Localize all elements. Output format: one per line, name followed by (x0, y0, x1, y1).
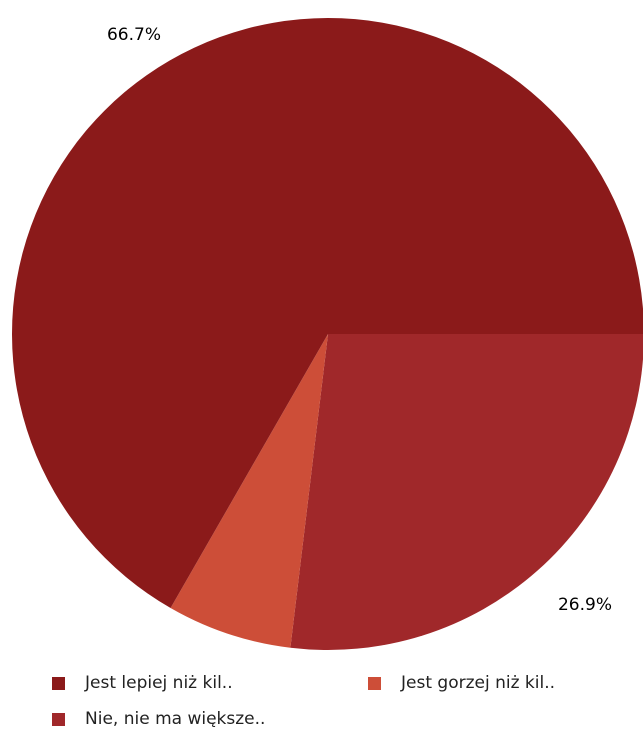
pie-slice (290, 334, 643, 650)
pie-slice (12, 18, 643, 608)
pie-slices (12, 18, 643, 650)
pie-data-label: 66.7% (107, 25, 161, 45)
pie-data-labels: 26.9% 66.7% (107, 25, 612, 615)
pie-slice (170, 334, 328, 648)
pie-data-label: 26.9% (558, 595, 612, 615)
